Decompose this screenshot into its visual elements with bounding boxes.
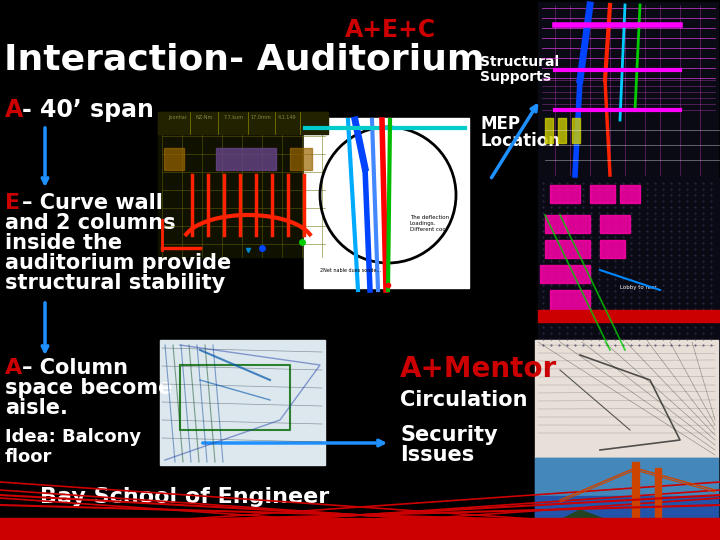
Bar	[158, 112, 328, 257]
Text: floor: floor	[5, 448, 53, 466]
Bar	[535, 340, 718, 458]
Text: A+E+C: A+E+C	[344, 18, 436, 42]
Text: Structural: Structural	[480, 55, 559, 69]
Bar	[160, 340, 325, 465]
Polygon shape	[535, 510, 620, 533]
Bar	[216, 148, 276, 170]
Text: space become: space become	[5, 378, 172, 398]
Text: Security: Security	[400, 425, 498, 445]
Bar	[540, 265, 590, 283]
Text: Lobby to reer: Lobby to reer	[620, 285, 657, 290]
Bar	[545, 215, 565, 233]
Text: A: A	[5, 98, 23, 122]
Bar	[545, 118, 553, 143]
Bar	[565, 215, 590, 233]
Text: auditorium provide: auditorium provide	[5, 253, 231, 273]
Bar	[538, 2, 718, 177]
Bar	[600, 215, 630, 233]
Bar	[538, 310, 720, 322]
Text: – Column: – Column	[22, 358, 128, 378]
Text: NZ-Nm: NZ-Nm	[196, 115, 213, 120]
Text: 4.1.149: 4.1.149	[278, 115, 297, 120]
Bar	[538, 178, 720, 350]
Text: 7.7.kum: 7.7.kum	[224, 115, 244, 120]
Bar	[535, 496, 718, 533]
Text: Bay School of Engineer: Bay School of Engineer	[40, 487, 330, 507]
Text: inside the: inside the	[5, 233, 122, 253]
Text: Circulation: Circulation	[400, 390, 528, 410]
Bar	[600, 240, 625, 258]
Text: 2Net nable dues sonde...: 2Net nable dues sonde...	[320, 268, 381, 273]
Text: Location: Location	[480, 132, 560, 150]
Bar	[290, 148, 312, 170]
Text: MEP: MEP	[480, 115, 520, 133]
Text: A+Mentor: A+Mentor	[400, 355, 557, 383]
Text: structural stability: structural stability	[5, 273, 225, 293]
Bar	[632, 462, 639, 533]
Bar	[164, 148, 184, 170]
Text: - 40’ span: - 40’ span	[22, 98, 154, 122]
Bar	[535, 458, 718, 496]
Bar	[655, 468, 661, 523]
Text: The deflection
Loadings.
Different coo: The deflection Loadings. Different coo	[410, 215, 449, 232]
Text: A: A	[5, 358, 22, 378]
Text: Spring 2001: Spring 2001	[490, 520, 558, 530]
Text: Idea: Balcony: Idea: Balcony	[5, 428, 141, 446]
Text: Supports: Supports	[480, 70, 551, 84]
Bar	[304, 118, 469, 288]
Text: Issues: Issues	[400, 445, 474, 465]
Bar	[550, 185, 580, 203]
Text: Joonhar: Joonhar	[168, 115, 187, 120]
Text: E: E	[5, 193, 20, 213]
Bar	[572, 118, 580, 143]
Text: and 2 columns: and 2 columns	[5, 213, 176, 233]
Bar	[558, 118, 566, 143]
Bar	[550, 290, 590, 310]
Bar	[0, 518, 720, 540]
Bar	[545, 240, 590, 258]
Bar	[620, 185, 640, 203]
Bar	[535, 458, 718, 533]
Bar	[590, 185, 615, 203]
Text: Interaction- Auditorium: Interaction- Auditorium	[4, 42, 485, 76]
Text: 17.0mm: 17.0mm	[250, 115, 271, 120]
Text: aisle.: aisle.	[5, 398, 68, 418]
Bar	[158, 112, 328, 134]
Text: – Curve wall: – Curve wall	[22, 193, 163, 213]
